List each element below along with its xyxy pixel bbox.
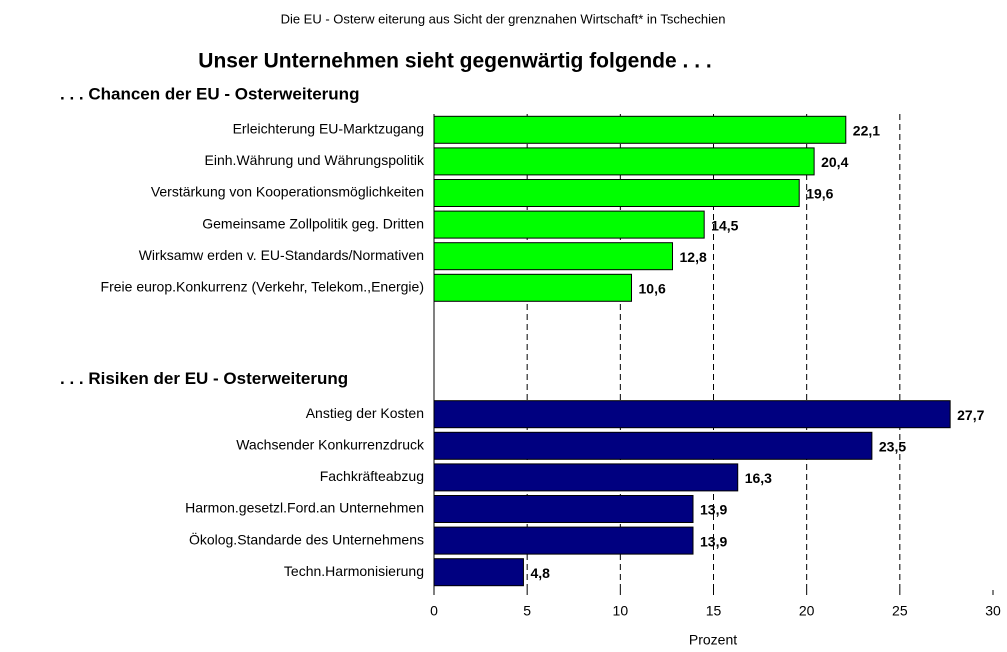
category-label: Erleichterung EU-Marktzugang	[233, 121, 424, 137]
bar	[433, 495, 694, 523]
value-label: 4,8	[530, 565, 550, 581]
bar	[433, 400, 951, 429]
chart-title: Die EU - Osterw eiterung aus Sicht der g…	[281, 11, 726, 26]
value-label: 16,3	[745, 470, 772, 486]
bar	[433, 526, 694, 555]
x-tick-label: 10	[613, 603, 629, 619]
value-label: 27,7	[957, 407, 984, 423]
category-label: Gemeinsame Zollpolitik geg. Dritten	[202, 215, 424, 231]
bar	[433, 115, 847, 144]
category-label: Einh.Währung und Währungspolitik	[205, 152, 425, 168]
value-label: 13,9	[700, 533, 727, 549]
x-tick-label: 20	[799, 603, 815, 619]
category-label: Verstärkung von Kooperationsmöglichkeite…	[151, 184, 424, 200]
value-label: 12,8	[680, 249, 707, 265]
category-label: Wirksamw erden v. EU-Standards/Normative…	[139, 247, 424, 263]
bar	[433, 242, 674, 271]
category-label: Ökolog.Standarde des Unternehmens	[189, 530, 424, 547]
value-label: 20,4	[821, 154, 848, 170]
bar	[433, 179, 800, 207]
value-label: 13,9	[700, 502, 727, 518]
group-header: . . . Risiken der EU - Osterweiterung	[60, 369, 348, 388]
x-tick-label: 5	[523, 603, 531, 619]
x-tick-label: 15	[706, 603, 722, 619]
category-label: Harmon.gesetzl.Ford.an Unternehmen	[185, 500, 424, 516]
value-label: 22,1	[853, 123, 880, 139]
bar	[433, 147, 815, 176]
x-tick-label: 25	[892, 603, 908, 619]
value-label: 23,5	[879, 439, 906, 455]
category-label: Freie europ.Konkurrenz (Verkehr, Telekom…	[101, 279, 424, 295]
bar	[433, 273, 633, 302]
category-label: Anstieg der Kosten	[306, 405, 424, 421]
value-label: 10,6	[639, 281, 666, 297]
category-label: Wachsender Konkurrenzdruck	[236, 437, 425, 453]
x-tick-label: 30	[985, 603, 1001, 619]
value-label: 19,6	[806, 186, 833, 202]
value-label: 14,5	[711, 217, 738, 233]
chart-subtitle: Unser Unternehmen sieht gegenwärtig folg…	[198, 50, 711, 73]
bar	[433, 210, 705, 239]
category-label: Fachkräfteabzug	[320, 468, 424, 484]
bar	[433, 431, 873, 460]
bar	[433, 463, 739, 492]
x-tick-label: 0	[430, 603, 438, 619]
x-axis-label: Prozent	[689, 632, 737, 648]
category-label: Techn.Harmonisierung	[284, 563, 424, 579]
bar	[433, 558, 524, 587]
group-header: . . . Chancen der EU - Osterweiterung	[60, 85, 359, 104]
